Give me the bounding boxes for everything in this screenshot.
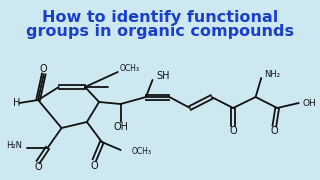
Text: O: O: [271, 126, 278, 136]
Text: OCH₃: OCH₃: [132, 147, 152, 156]
Text: O: O: [34, 162, 42, 172]
Text: SH: SH: [156, 71, 170, 81]
Text: O: O: [91, 161, 98, 171]
Text: H: H: [13, 98, 20, 108]
Text: OH: OH: [113, 122, 128, 132]
Text: groups in organic compounds: groups in organic compounds: [26, 24, 294, 39]
Text: O: O: [40, 64, 48, 74]
Text: How to identify functional: How to identify functional: [42, 10, 278, 25]
Text: O: O: [229, 126, 237, 136]
Text: OH: OH: [302, 98, 316, 107]
Text: H₂N: H₂N: [6, 141, 22, 150]
Text: NH₂: NH₂: [264, 69, 280, 78]
Text: OCH₃: OCH₃: [120, 64, 140, 73]
